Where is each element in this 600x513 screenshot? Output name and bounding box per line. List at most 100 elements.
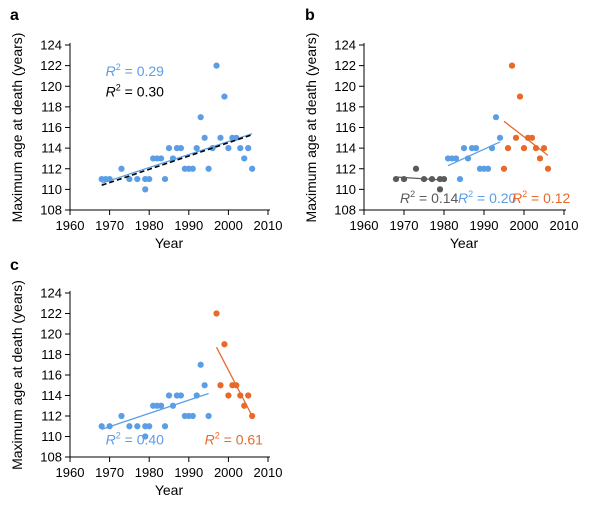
data-point (225, 145, 232, 152)
data-point (193, 145, 200, 152)
data-point (134, 175, 141, 183)
data-point (500, 165, 508, 172)
data-point (512, 134, 520, 141)
y-tick-label: 110 (41, 429, 62, 444)
y-tick-label: 120 (40, 327, 62, 342)
panel-b: b 108 110 112 114 116 118 120 122 124 1960 1970 1980… (303, 7, 578, 251)
y-tick-label: 120 (40, 79, 62, 94)
data-point (205, 412, 212, 420)
y-axis-label: Maximum age at death (years) (9, 280, 25, 470)
data-point (536, 155, 544, 162)
data-point (237, 145, 244, 152)
data-point (165, 145, 173, 152)
y-tick-label: 120 (334, 79, 356, 94)
y-tick-label: 124 (40, 38, 62, 53)
data-point (118, 165, 125, 172)
fit-line (101, 392, 209, 430)
data-point (496, 134, 504, 141)
r-squared-label: R2 = 0.20 (458, 189, 517, 206)
r-squared-label: R2 = 0.12 (512, 189, 571, 206)
y-tick-label: 114 (335, 141, 356, 156)
y-tick-label: 112 (41, 409, 62, 424)
y-tick-label: 116 (41, 120, 62, 135)
x-tick-label: 1960 (56, 218, 85, 233)
r-squared-label: R2 = 0.61 (205, 431, 264, 448)
x-tick-label: 2010 (254, 465, 283, 480)
panel-c: c 108 110 112 114 116 118 120 122 124 1960 1970 1980… (9, 257, 282, 498)
data-point (436, 186, 444, 193)
fit-line (447, 141, 501, 167)
y-tick-label: 108 (334, 203, 356, 218)
data-point (197, 361, 204, 368)
x-tick-label: 1970 (390, 218, 419, 233)
y-axis-label: Maximum age at death (years) (303, 33, 319, 223)
x-tick-label: 2010 (550, 218, 579, 233)
data-point (118, 412, 125, 420)
x-tick-label: 1970 (95, 218, 124, 233)
data-point (221, 341, 228, 348)
x-axis-label: Year (155, 235, 184, 251)
y-axis-label: Maximum age at death (years) (9, 33, 25, 223)
r-squared-label: R2 = 0.30 (106, 83, 165, 100)
data-point (177, 392, 184, 399)
fit-line (503, 120, 549, 156)
data-point (516, 93, 524, 100)
data-point (528, 134, 536, 141)
data-point (217, 382, 224, 389)
y-tick-label: 114 (41, 388, 62, 403)
data-point (249, 165, 256, 172)
fit-line (215, 347, 253, 417)
x-tick-label: 2000 (510, 218, 539, 233)
y-tick-label: 108 (40, 450, 62, 465)
data-point (142, 433, 149, 440)
data-point (157, 155, 165, 162)
data-point (508, 62, 516, 69)
y-tick-label: 122 (40, 58, 62, 73)
x-tick-label: 1960 (350, 218, 379, 233)
y-tick-label: 114 (41, 141, 62, 156)
x-tick-label: 2000 (214, 218, 243, 233)
data-point (146, 423, 153, 430)
fit-line (101, 133, 253, 187)
data-point (201, 134, 208, 141)
x-tick-label: 1980 (135, 218, 164, 233)
fit-line (395, 176, 445, 181)
data-point (161, 175, 169, 183)
y-tick-label: 118 (335, 99, 356, 114)
r-squared-label: R2 = 0.40 (106, 431, 165, 448)
data-point (221, 93, 228, 100)
data-point (157, 402, 165, 409)
x-tick-label: 1990 (174, 218, 203, 233)
y-tick-label: 124 (334, 38, 356, 53)
panel-label: c (10, 257, 19, 274)
y-tick-label: 108 (40, 203, 62, 218)
y-tick-label: 110 (41, 182, 62, 197)
y-tick-label: 124 (40, 286, 62, 301)
y-tick-label: 118 (41, 347, 62, 362)
panel-label: a (10, 7, 19, 24)
data-point (213, 62, 220, 69)
data-point (241, 155, 248, 162)
x-tick-label: 1990 (470, 218, 499, 233)
x-tick-label: 1980 (135, 465, 164, 480)
data-point (492, 114, 500, 121)
y-tick-label: 112 (335, 161, 356, 176)
data-point (472, 145, 480, 152)
panel-a: a 108 110 112 114 116 118 120 122 124 1960 1970 1980… (9, 7, 282, 251)
data-point (201, 382, 208, 389)
data-point (98, 423, 105, 430)
x-tick-label: 1980 (430, 218, 459, 233)
data-point (126, 175, 133, 183)
data-point (460, 145, 468, 152)
x-axis-label: Year (450, 235, 479, 251)
y-tick-label: 122 (40, 306, 62, 321)
y-tick-label: 118 (41, 99, 62, 114)
data-point (197, 114, 204, 121)
y-tick-label: 116 (41, 368, 62, 383)
r-squared-label: R2 = 0.14 (400, 189, 459, 206)
data-point (544, 165, 552, 172)
data-point (412, 165, 420, 172)
y-tick-label: 110 (335, 182, 356, 197)
y-tick-label: 122 (334, 58, 356, 73)
y-tick-label: 116 (335, 120, 356, 135)
